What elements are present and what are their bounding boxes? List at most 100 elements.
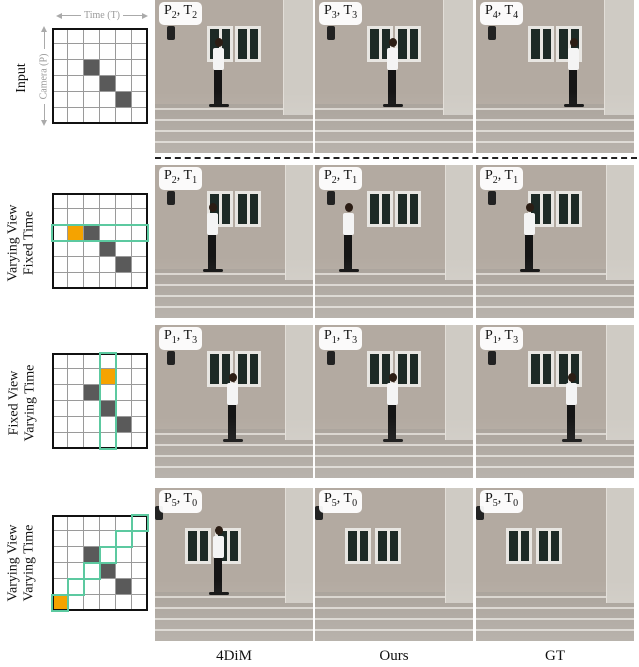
grid-cell (68, 385, 84, 401)
grid-cell (100, 60, 116, 76)
grid-cell-target (68, 225, 84, 241)
scene-image: P3, T3 (315, 0, 473, 153)
grid-cell (52, 209, 68, 225)
grid-cell (132, 579, 148, 595)
grid-cell (116, 433, 132, 449)
person-head (229, 373, 237, 382)
grid-cell (68, 547, 84, 563)
tag-separator: , (336, 3, 344, 18)
step-edge (155, 119, 313, 121)
skateboard (562, 439, 582, 442)
view-time-tag: P3, T3 (319, 2, 363, 25)
window (185, 528, 211, 564)
step-edge (315, 306, 473, 308)
grid-cell (132, 563, 148, 579)
skateboarder (203, 203, 223, 273)
person-legs (208, 235, 216, 269)
grid-cell (100, 579, 116, 595)
column-label-4dim: 4DiM (216, 648, 252, 664)
wall-lamp (167, 191, 175, 205)
grid-cell (132, 92, 148, 108)
grid-cell (68, 209, 84, 225)
step-edge (155, 596, 313, 598)
grid-cell (100, 209, 116, 225)
tag-camera-index: 1 (171, 334, 177, 346)
row-label-line2: Varying Time (22, 524, 37, 601)
person-shirt (227, 383, 238, 405)
skateboarder (339, 203, 359, 273)
camera-axis-line (43, 32, 45, 49)
grid-cell (52, 76, 68, 92)
scene-image: P2, T1 (315, 165, 473, 318)
tag-separator: , (497, 3, 505, 18)
grid-cell (100, 547, 116, 563)
step-edge (476, 273, 634, 275)
grid-cell (132, 44, 148, 60)
skateboard (203, 269, 223, 272)
window (556, 191, 582, 227)
view-time-tag: P4, T4 (480, 2, 524, 25)
grid-cell (68, 28, 84, 44)
grid-cell (52, 108, 68, 124)
time-axis-label: Time (T) (83, 10, 121, 21)
grid-cell (84, 108, 100, 124)
grid-cell (68, 369, 84, 385)
person-shirt (213, 536, 224, 558)
image-shade (315, 165, 473, 318)
tag-time-index: 4 (513, 9, 519, 21)
tag-time-index: 2 (192, 9, 198, 21)
skateboarder (383, 38, 403, 108)
person-head (215, 526, 223, 535)
grid-cell (132, 241, 148, 257)
column-label-ours: Ours (379, 648, 409, 664)
grid-cell (100, 44, 116, 60)
person-shirt (343, 213, 354, 235)
wall-lamp (488, 351, 496, 365)
grid-cell (132, 353, 148, 369)
step-edge (476, 295, 634, 297)
step-edge (155, 618, 313, 620)
tag-time-index: 3 (192, 334, 198, 346)
grid-cell (68, 595, 84, 611)
window (367, 351, 393, 387)
grid-cell (68, 353, 84, 369)
grid-cell (68, 273, 84, 289)
tag-camera: P (485, 3, 493, 18)
grid-cell (52, 417, 68, 433)
grid-cell (100, 28, 116, 44)
tag-separator: , (176, 328, 184, 343)
person-legs (214, 70, 222, 104)
tag-camera: P (324, 3, 332, 18)
grid-cell (84, 273, 100, 289)
grid-cell (132, 257, 148, 273)
tag-time-index: 0 (513, 497, 519, 509)
grid-cell (100, 193, 116, 209)
image-shade (315, 488, 473, 641)
time-axis-line (123, 15, 142, 16)
step-edge (155, 306, 313, 308)
person-legs (344, 235, 352, 269)
grid-cell (116, 108, 132, 124)
step-edge (315, 141, 473, 143)
step-edge (155, 284, 313, 286)
grid-cell (116, 193, 132, 209)
view-time-tag: P5, T0 (480, 490, 524, 513)
tag-camera-index: 5 (492, 497, 498, 509)
row-label-line1: Varying View (6, 203, 21, 282)
tag-camera-index: 2 (492, 174, 498, 186)
grid-cell (84, 401, 100, 417)
person-head (209, 203, 217, 212)
sampling-grid (51, 514, 149, 612)
step-edge (315, 273, 473, 275)
window (235, 26, 261, 62)
grid-cell (68, 241, 84, 257)
grid-cell (84, 44, 100, 60)
tag-time-index: 3 (352, 9, 358, 21)
tag-camera: P (324, 491, 332, 506)
grid-cell (52, 44, 68, 60)
column-pillar (285, 325, 313, 440)
row-label: Varying View Fixed Time (0, 165, 44, 320)
step-edge (315, 108, 473, 110)
step-edge (476, 607, 634, 609)
grid-cell (116, 401, 132, 417)
